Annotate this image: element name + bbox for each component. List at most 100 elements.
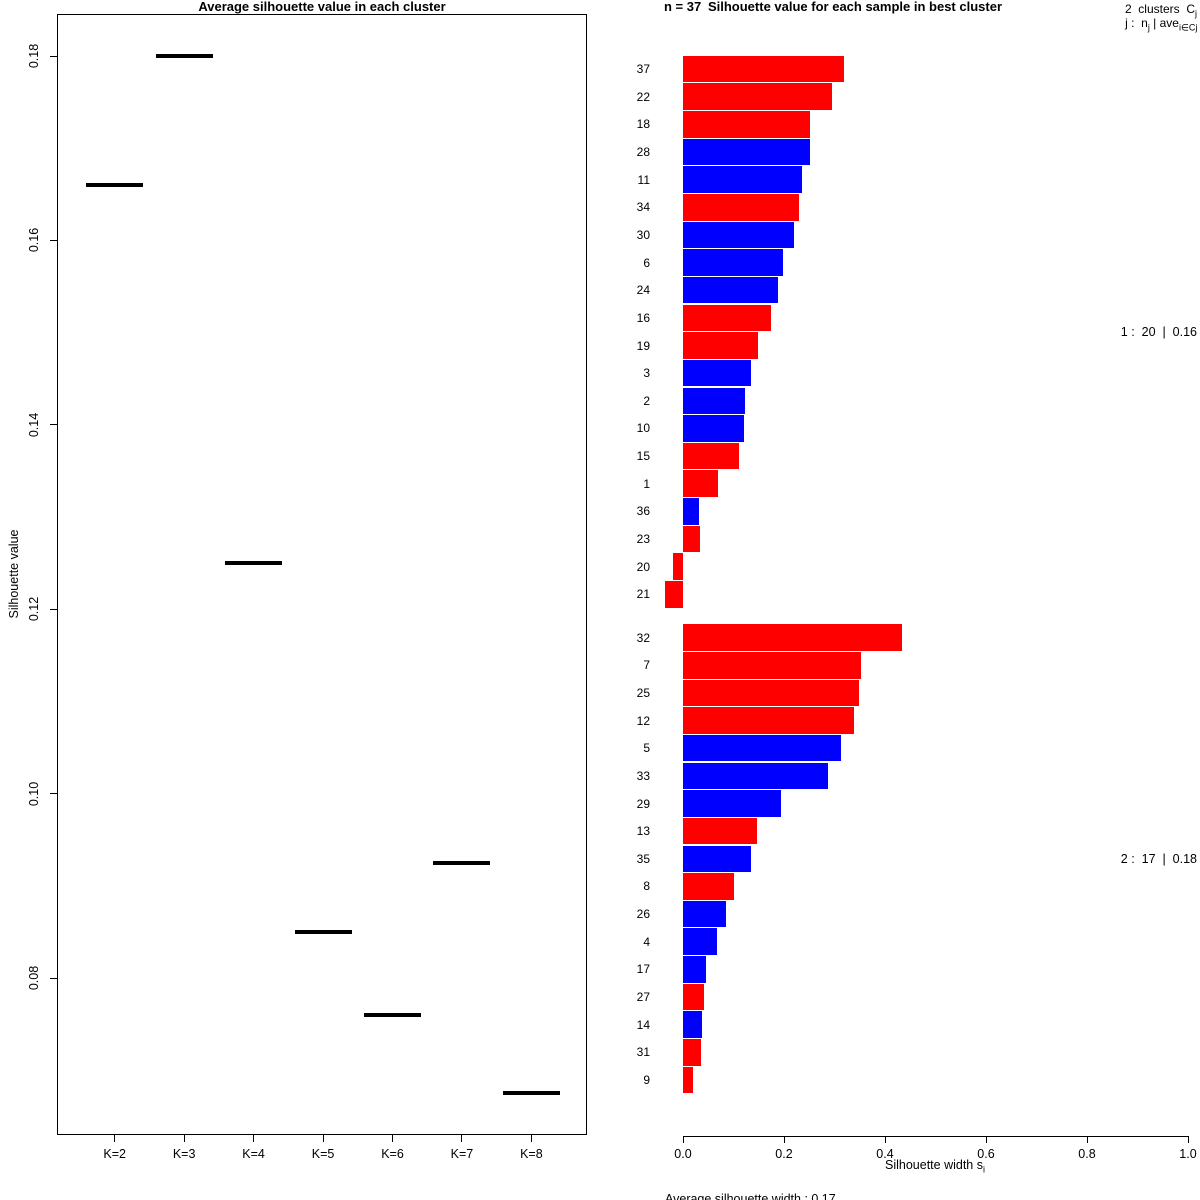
silhouette-bar (683, 387, 745, 415)
silhouette-bar (683, 651, 861, 679)
sample-label: 31 (636, 1045, 650, 1060)
cluster-annotation: 1 : 20 | 0.16 (1120, 324, 1197, 339)
sample-label: 34 (636, 200, 650, 215)
sample-label: 15 (636, 449, 650, 464)
left-chart-title: Average silhouette value in each cluster (198, 0, 446, 14)
sample-label: 13 (636, 824, 650, 839)
silhouette-bar (672, 553, 683, 580)
right-x-axis-label: Silhouette width si (785, 1158, 1085, 1177)
silhouette-bar (683, 956, 706, 983)
avg-silhouette-dash-marker (155, 54, 213, 58)
silhouette-bar (683, 900, 726, 928)
sample-label: 2 (643, 393, 650, 408)
x-axis-tick (530, 1135, 532, 1142)
cluster-annotation: 2 : 17 | 0.18 (1120, 851, 1197, 866)
left-plot-box (57, 14, 587, 1135)
sample-label: 10 (636, 421, 650, 436)
sample-label: 29 (636, 796, 650, 811)
sample-label: 5 (643, 741, 650, 756)
sample-label: 1 (643, 476, 650, 491)
sample-label: 21 (636, 587, 650, 602)
silhouette-bar (683, 498, 700, 525)
x-axis-tick (1187, 1136, 1189, 1143)
silhouette-bar (683, 415, 744, 442)
x-axis-tick-label: K=2 (103, 1147, 126, 1161)
silhouette-bar (683, 762, 828, 790)
silhouette-bar (683, 442, 739, 470)
cluster-header-line1-sub: j (1195, 8, 1197, 19)
silhouette-bar (683, 790, 782, 817)
x-axis-tick-label: K=6 (381, 1147, 404, 1161)
y-axis-tick (50, 239, 57, 241)
sample-label: 22 (636, 89, 650, 104)
x-axis-tick-label: K=4 (242, 1147, 265, 1161)
silhouette-bar (683, 734, 842, 762)
silhouette-bar (683, 928, 717, 956)
sample-label: 35 (636, 851, 650, 866)
silhouette-bar (683, 55, 844, 83)
sample-label: 9 (643, 1073, 650, 1087)
x-axis-tick (183, 1135, 185, 1142)
sample-label: 20 (636, 559, 650, 574)
x-axis-line (683, 1136, 1189, 1137)
avg-silhouette-dash-marker (364, 1012, 421, 1017)
cluster-header-line1-text: 2 clusters C (1124, 2, 1195, 16)
sample-label: 28 (636, 144, 650, 159)
right-x-axis-label-sub: i (982, 1164, 985, 1175)
x-axis-tick (253, 1135, 255, 1142)
avg-silhouette-chart: Average silhouette value in each cluster… (7, 0, 587, 1161)
cluster-header-line2: j : nj | avei∈Cj si (997, 16, 1200, 34)
y-axis-tick (50, 977, 57, 979)
silhouette-bar (683, 276, 778, 304)
sample-label: 4 (643, 934, 650, 949)
sample-count-label: n = 37 (664, 0, 702, 14)
x-axis-tick-label: 0.2 (775, 1147, 793, 1161)
x-axis-tick-label: 0.6 (977, 1147, 995, 1161)
avg-silhouette-dash-marker (433, 860, 491, 865)
sample-label: 25 (636, 685, 650, 700)
silhouette-bar (683, 525, 700, 553)
sample-label: 24 (636, 283, 650, 298)
cluster-header-line2-sub: j (1147, 22, 1150, 33)
sample-label: 33 (636, 768, 650, 783)
avg-silhouette-dash-marker (294, 929, 352, 934)
x-axis-tick (884, 1136, 886, 1143)
sample-label: 12 (636, 713, 650, 728)
silhouette-bar (683, 166, 803, 193)
silhouette-bar (683, 359, 752, 387)
y-axis-tick (50, 424, 57, 426)
sample-label: 36 (636, 504, 650, 519)
avg-silhouette-dash-marker (86, 183, 144, 188)
right-chart-title: Silhouette value for each sample in best… (707, 0, 1003, 14)
cluster-header-line2-part: | ave (1149, 16, 1179, 30)
silhouette-bar (683, 193, 800, 221)
sample-label: 14 (636, 1017, 650, 1032)
silhouette-bar (683, 83, 832, 110)
sample-label: 26 (636, 907, 650, 922)
x-axis-tick-label: K=7 (450, 1147, 474, 1161)
cluster-header-line2-part: j : n (1125, 16, 1148, 30)
sample-label: 3 (643, 366, 650, 381)
sample-label: 17 (636, 962, 650, 977)
silhouette-bar (683, 1011, 702, 1038)
silhouette-bar (683, 817, 758, 845)
x-axis-tick (1086, 1136, 1088, 1143)
silhouette-bar (683, 470, 718, 498)
x-axis-tick (783, 1136, 785, 1143)
silhouette-bar (683, 873, 734, 900)
sample-label: 7 (643, 658, 650, 673)
x-axis-tick (985, 1136, 987, 1143)
silhouette-bar (683, 304, 772, 332)
sample-label: 37 (636, 62, 650, 76)
sample-label: 8 (643, 879, 650, 894)
x-axis-tick-label: K=8 (520, 1147, 543, 1161)
sample-label: 6 (643, 255, 650, 270)
silhouette-bar (664, 581, 683, 608)
x-axis-tick-label: K=3 (172, 1147, 196, 1161)
sample-label: 27 (636, 990, 650, 1005)
silhouette-bar (683, 983, 704, 1011)
x-axis-tick-label: 0.4 (876, 1147, 894, 1161)
silhouette-bar (683, 707, 855, 734)
x-axis-tick-label: 0.8 (1078, 1147, 1096, 1161)
